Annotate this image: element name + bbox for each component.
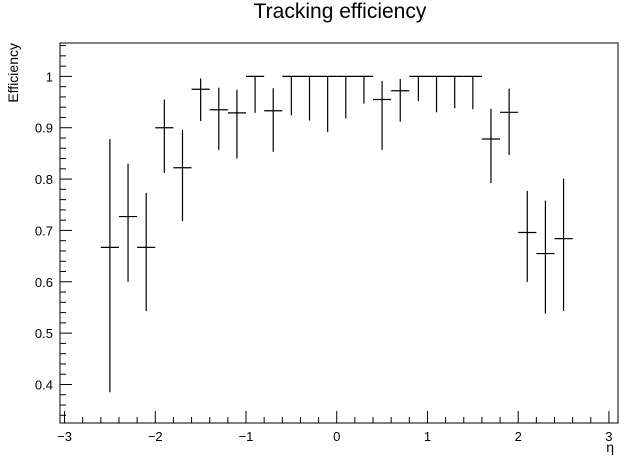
data-point — [481, 108, 501, 184]
y-tick-label: 1 — [46, 69, 53, 84]
data-point — [155, 99, 174, 173]
data-point — [391, 78, 410, 122]
x-tick-label: 0 — [333, 429, 340, 444]
data-point — [354, 75, 374, 104]
data-point — [173, 129, 192, 222]
data-point — [373, 81, 392, 150]
data-point — [518, 190, 537, 282]
data-point — [500, 88, 519, 155]
data-point — [227, 89, 246, 159]
data-points — [100, 75, 573, 393]
data-point — [536, 200, 555, 314]
y-tick-label: 0.5 — [35, 326, 53, 341]
y-tick-label: 0.8 — [35, 172, 53, 187]
data-point — [300, 75, 319, 121]
data-point — [137, 192, 156, 312]
y-tick-label: 0.6 — [35, 275, 53, 290]
data-point — [100, 139, 119, 393]
x-axis-label: η — [606, 439, 614, 455]
chart-title: Tracking efficiency — [254, 0, 427, 23]
x-tick-label: 1 — [424, 429, 431, 444]
data-point — [463, 75, 482, 110]
y-axis-label: Efficiency — [5, 43, 21, 103]
data-point — [427, 75, 446, 113]
data-point — [209, 87, 228, 150]
data-point — [282, 75, 301, 116]
x-tick-label: 2 — [515, 429, 522, 444]
data-point — [554, 178, 573, 312]
data-point — [246, 75, 265, 113]
data-point — [409, 75, 428, 102]
x-axis-ticks: −3 −2 −1 0 1 2 3 — [57, 411, 613, 444]
x-tick-label: −3 — [57, 429, 72, 444]
y-axis-ticks: 0.4 0.5 0.6 0.7 0.8 0.9 1 — [35, 45, 72, 416]
data-point — [318, 75, 337, 132]
data-point — [118, 163, 138, 282]
x-tick-label: −1 — [239, 429, 254, 444]
plot-frame — [59, 42, 619, 424]
y-tick-label: 0.4 — [35, 377, 53, 392]
y-tick-label: 0.7 — [35, 223, 53, 238]
y-tick-label: 0.9 — [35, 121, 53, 136]
data-point — [264, 88, 283, 152]
data-point — [445, 75, 464, 109]
data-point — [191, 78, 210, 122]
x-tick-label: −2 — [148, 429, 163, 444]
data-point — [336, 75, 355, 119]
x-tick-label: 3 — [605, 429, 612, 444]
